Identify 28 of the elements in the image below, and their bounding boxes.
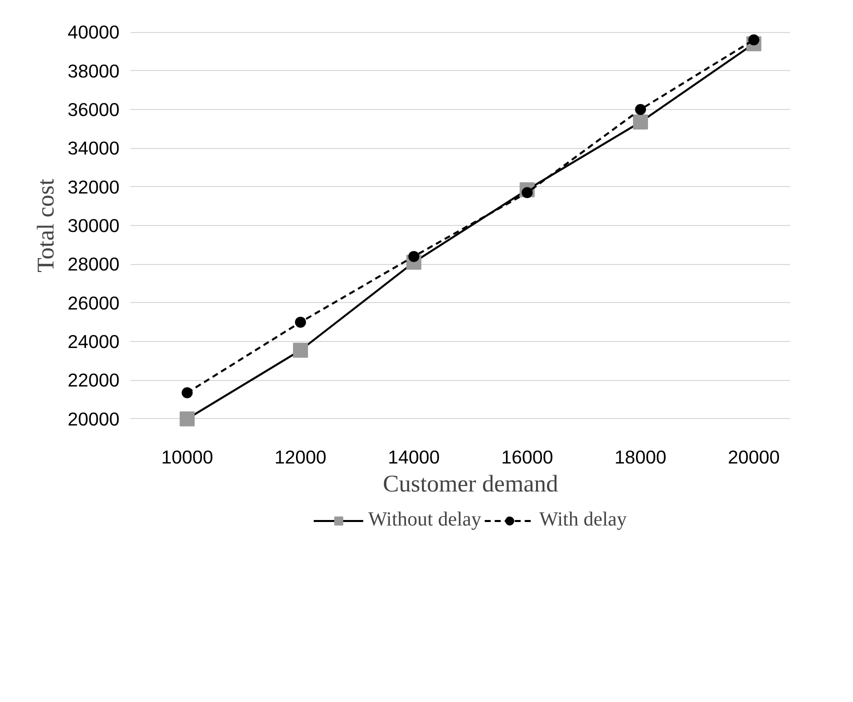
point	[408, 250, 420, 262]
y-tick-label: 34000	[68, 138, 120, 159]
x-tick-label: 10000	[161, 446, 214, 468]
y-tick-label: 40000	[68, 22, 120, 43]
point	[182, 387, 193, 398]
x-tick-label: 12000	[274, 446, 326, 468]
x-tick-label: 16000	[501, 446, 554, 468]
y-tick-label: 22000	[68, 370, 120, 391]
point	[295, 316, 306, 328]
y-tick-label: 24000	[68, 331, 120, 352]
legend-label: With delay	[539, 508, 627, 532]
point	[180, 411, 195, 426]
y-tick-label: 20000	[68, 408, 120, 430]
x-tick-label: 18000	[614, 446, 666, 468]
y-tick-label: 30000	[68, 215, 120, 236]
y-tick-label: 26000	[68, 292, 120, 314]
y-tick-label: 32000	[68, 176, 120, 198]
y-tick-label: 38000	[68, 60, 120, 82]
point	[633, 114, 648, 130]
point	[293, 342, 308, 358]
y-tick-label: 28000	[68, 254, 120, 275]
x-axis-title: Customer demand	[382, 472, 558, 498]
legend-label: Without delay	[368, 508, 482, 532]
point	[635, 104, 646, 115]
x-tick-label: 14000	[388, 446, 440, 468]
x-tick-label: 20000	[728, 446, 780, 468]
y-axis-title: Total cost	[34, 178, 60, 272]
y-tick-label: 36000	[68, 98, 120, 120]
